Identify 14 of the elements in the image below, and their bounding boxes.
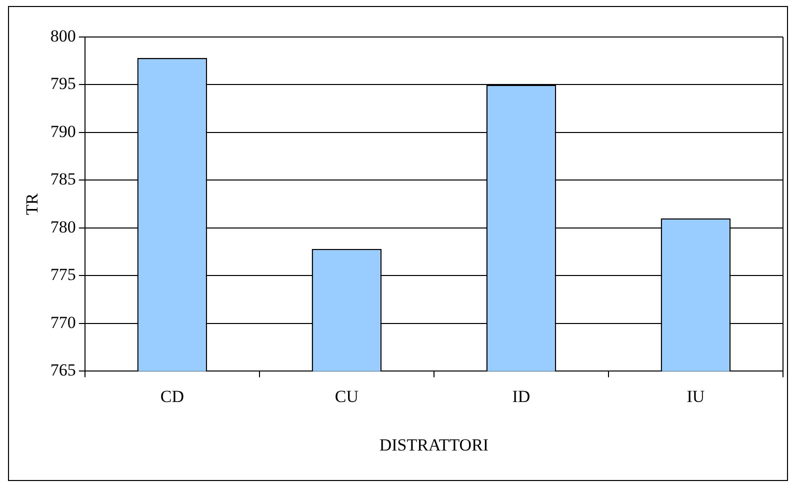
x-tick-label: CU — [334, 386, 358, 406]
y-tick-label: 765 — [50, 360, 76, 380]
x-tick-label: IU — [686, 386, 705, 406]
x-tick-label: CD — [160, 386, 184, 406]
y-tick-label: 770 — [50, 312, 76, 332]
y-tick-label: 795 — [50, 74, 76, 94]
y-tick-label: 800 — [50, 26, 76, 46]
x-tick-label: ID — [512, 386, 530, 406]
y-tick-label: 780 — [50, 217, 76, 236]
y-tick-label: 790 — [50, 122, 76, 141]
x-axis-title: DISTRATTORI — [379, 435, 489, 454]
y-tick-label: 775 — [50, 265, 76, 284]
y-tick-label: 785 — [50, 170, 76, 189]
y-axis-title: TR — [22, 192, 42, 215]
